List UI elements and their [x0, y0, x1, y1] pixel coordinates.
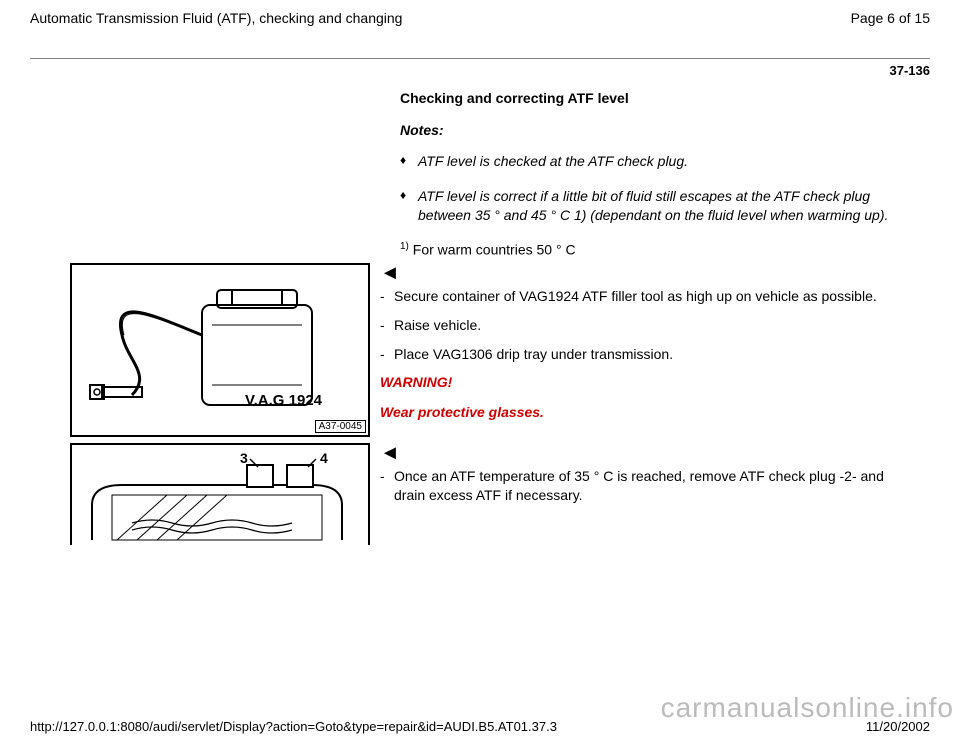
- pointer-icon: ◄: [380, 263, 910, 283]
- step-item: Once an ATF temperature of 35 ° C is rea…: [394, 467, 910, 505]
- step-list: Secure container of VAG1924 ATF filler t…: [380, 287, 910, 364]
- figure-2: 3 4: [70, 443, 370, 545]
- notes-list: ATF level is checked at the ATF check pl…: [400, 152, 900, 225]
- footnote-text: For warm countries 50 ° C: [409, 241, 576, 257]
- right-col-1: ◄ Secure container of VAG1924 ATF filler…: [380, 263, 930, 434]
- section-title: Checking and correcting ATF level: [400, 90, 900, 106]
- intro-block: Checking and correcting ATF level Notes:…: [400, 90, 900, 257]
- figure-label: V.A.G 1924: [245, 392, 322, 409]
- row-block-1: V.A.G 1924 A37-0045 ◄ Secure container o…: [30, 263, 930, 437]
- svg-text:4: 4: [320, 450, 328, 466]
- page: Automatic Transmission Fluid (ATF), chec…: [0, 0, 960, 742]
- figure-box: V.A.G 1924 A37-0045: [70, 263, 370, 437]
- warning-text: Wear protective glasses.: [380, 404, 910, 420]
- footnote: 1) For warm countries 50 ° C: [400, 241, 900, 258]
- transmission-illustration: 3 4: [72, 445, 368, 545]
- step-item: Secure container of VAG1924 ATF filler t…: [394, 287, 910, 306]
- svg-text:3: 3: [240, 450, 248, 466]
- figure-1: V.A.G 1924 A37-0045: [70, 263, 370, 437]
- right-col-2: ◄ Once an ATF temperature of 35 ° C is r…: [380, 443, 930, 515]
- divider: [30, 58, 930, 59]
- header-row: Automatic Transmission Fluid (ATF), chec…: [30, 10, 930, 28]
- step-list: Once an ATF temperature of 35 ° C is rea…: [380, 467, 910, 505]
- figure-tag: A37-0045: [315, 420, 366, 433]
- row-block-2: 3 4 ◄ Once an ATF temperature of 35 ° C …: [30, 443, 930, 545]
- vag1924-illustration: [72, 265, 368, 431]
- page-counter: Page 6 of 15: [851, 10, 930, 26]
- step-item: Place VAG1306 drip tray under transmissi…: [394, 345, 910, 364]
- footer-date: 11/20/2002: [866, 719, 930, 734]
- pointer-icon: ◄: [380, 443, 910, 463]
- doc-title: Automatic Transmission Fluid (ATF), chec…: [30, 10, 402, 26]
- footer-url: http://127.0.0.1:8080/audi/servlet/Displ…: [30, 719, 557, 734]
- page-code: 37-136: [30, 63, 930, 78]
- warning-heading: WARNING!: [380, 374, 910, 390]
- notes-label: Notes:: [400, 122, 900, 138]
- note-item: ATF level is correct if a little bit of …: [418, 187, 900, 225]
- footnote-sup: 1): [400, 241, 409, 252]
- step-item: Raise vehicle.: [394, 316, 910, 335]
- note-item: ATF level is checked at the ATF check pl…: [418, 152, 900, 171]
- footer: http://127.0.0.1:8080/audi/servlet/Displ…: [30, 719, 930, 734]
- figure-box: 3 4: [70, 443, 370, 545]
